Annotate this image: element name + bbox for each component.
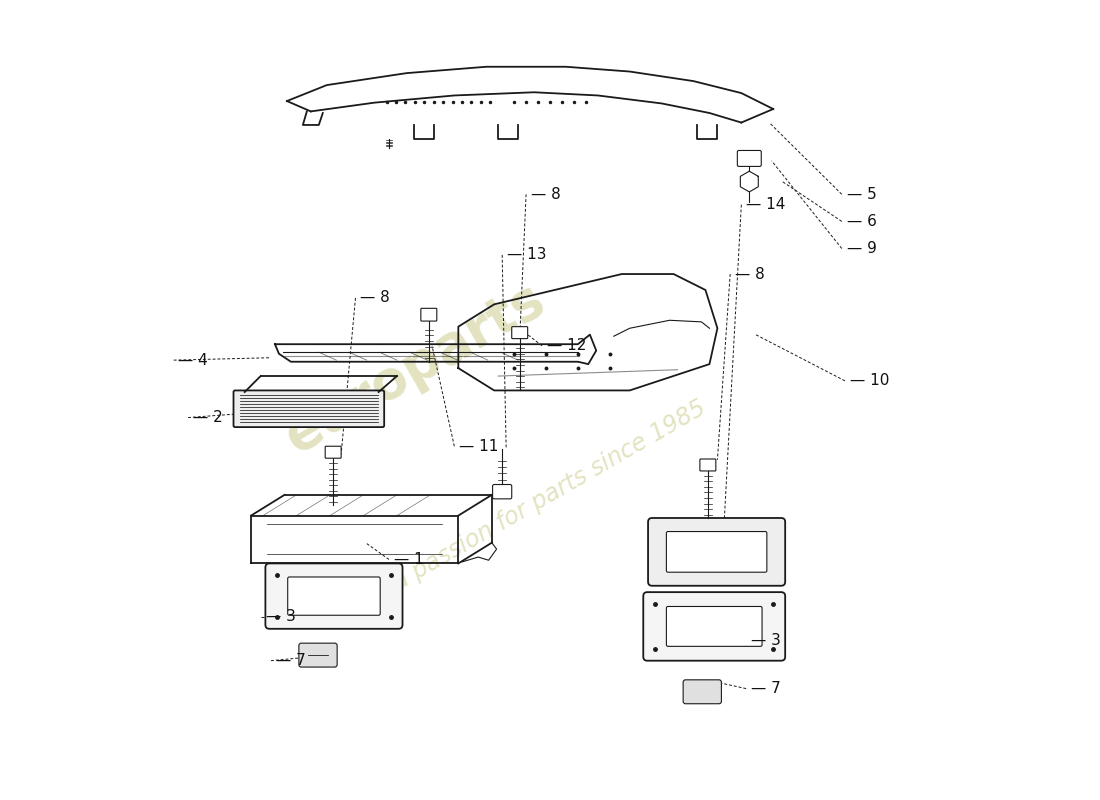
Text: — 8: — 8 [531, 187, 561, 202]
FancyBboxPatch shape [737, 150, 761, 166]
FancyBboxPatch shape [288, 577, 381, 615]
FancyBboxPatch shape [683, 680, 722, 704]
FancyBboxPatch shape [299, 643, 337, 667]
FancyBboxPatch shape [326, 446, 341, 458]
Text: — 13: — 13 [507, 247, 547, 262]
Text: — 1: — 1 [394, 552, 424, 567]
Polygon shape [740, 171, 758, 192]
FancyBboxPatch shape [233, 390, 384, 427]
FancyBboxPatch shape [700, 459, 716, 471]
FancyBboxPatch shape [493, 485, 512, 499]
Text: — 8: — 8 [361, 290, 390, 306]
Text: europarts: europarts [275, 273, 553, 463]
Text: — 8: — 8 [735, 266, 764, 282]
Text: — 14: — 14 [746, 197, 785, 212]
Text: — 7: — 7 [276, 653, 306, 668]
FancyBboxPatch shape [512, 326, 528, 338]
Text: — 4: — 4 [178, 353, 208, 368]
FancyBboxPatch shape [421, 308, 437, 321]
FancyBboxPatch shape [667, 606, 762, 646]
Text: — 10: — 10 [850, 374, 889, 388]
FancyBboxPatch shape [667, 531, 767, 572]
FancyBboxPatch shape [648, 518, 785, 586]
Text: — 11: — 11 [459, 438, 498, 454]
Text: — 9: — 9 [847, 241, 877, 256]
FancyBboxPatch shape [644, 592, 785, 661]
Text: — 7: — 7 [751, 681, 781, 696]
Text: — 6: — 6 [847, 214, 877, 229]
Text: — 5: — 5 [847, 187, 877, 202]
Text: — 3: — 3 [751, 634, 781, 648]
Text: a passion for parts since 1985: a passion for parts since 1985 [389, 396, 711, 595]
Text: — 3: — 3 [266, 610, 296, 624]
FancyBboxPatch shape [265, 563, 403, 629]
Text: — 2: — 2 [192, 410, 222, 425]
Text: — 12: — 12 [547, 338, 586, 354]
